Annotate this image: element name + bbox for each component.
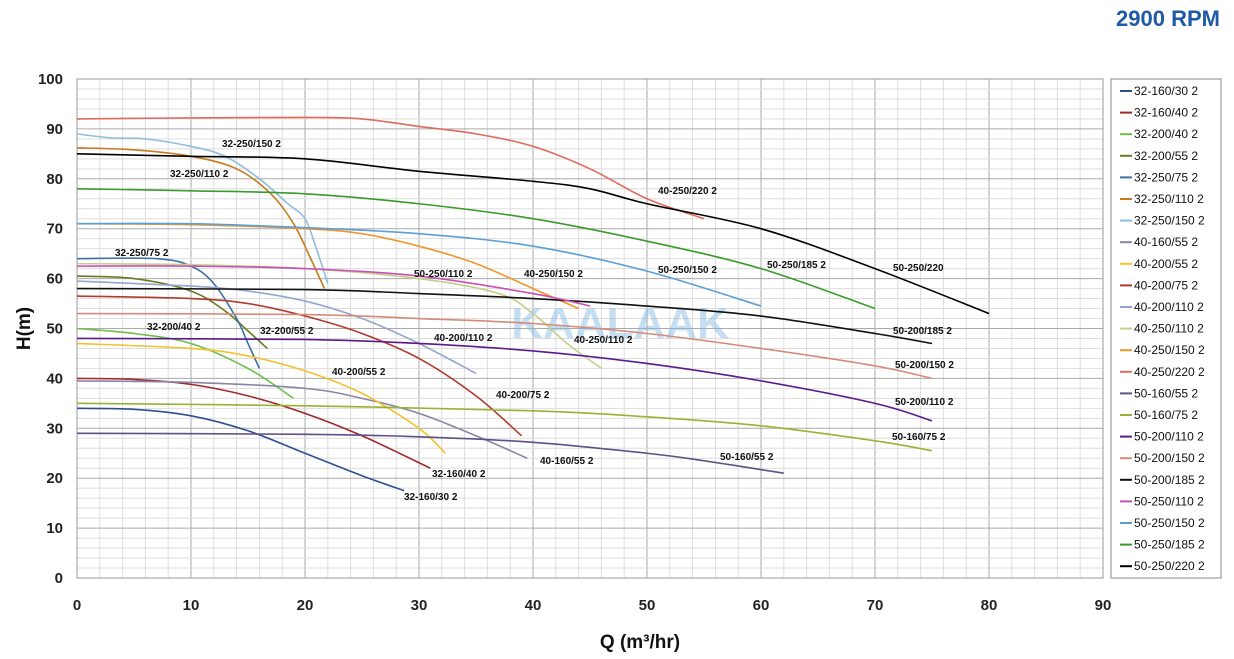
x-tick-label: 0 [73, 597, 81, 614]
curve-label: 50-200/110 2 [895, 397, 954, 408]
curve-label: 40-200/110 2 [434, 333, 493, 344]
curve-label: 40-250/110 2 [574, 335, 633, 346]
legend-entry: 40-200/110 2 [1134, 300, 1204, 314]
series-line-50-160-55-2 [76, 432, 784, 475]
curve-label: 32-250/75 2 [115, 248, 169, 259]
y-tick-label: 20 [46, 470, 63, 487]
curve-label: 50-250/150 2 [658, 265, 717, 276]
curve-label: 32-160/40 2 [432, 469, 486, 480]
x-tick-label: 90 [1095, 597, 1112, 614]
series-line-40-250-110-2 [76, 262, 602, 370]
curve-label: 50-250/220 [893, 263, 944, 274]
y-tick-label: 70 [46, 221, 63, 238]
curve-label: 40-200/55 2 [332, 367, 386, 378]
legend-entry: 40-250/110 2 [1134, 322, 1204, 336]
curve-label: 40-250/150 2 [524, 269, 583, 280]
legend-entry: 40-200/55 2 [1134, 257, 1198, 271]
x-tick-label: 50 [639, 597, 656, 614]
curve-label: 50-160/55 2 [720, 452, 774, 463]
chart-title: 2900 RPM [1116, 6, 1220, 31]
legend-entry: 32-160/40 2 [1134, 106, 1198, 120]
x-tick-label: 30 [411, 597, 428, 614]
curve-label: 32-200/40 2 [147, 322, 201, 333]
series-line-32-160-40-2 [76, 377, 431, 469]
series-line-40-200-75-2 [76, 295, 523, 437]
series-line-50-250-150-2 [76, 222, 762, 307]
series-line-40-200-55-2 [76, 342, 446, 454]
legend-entry: 32-250/75 2 [1134, 170, 1198, 184]
curve-label: 40-200/75 2 [496, 390, 550, 401]
y-tick-label: 10 [46, 520, 63, 537]
y-tick-label: 0 [55, 570, 63, 587]
legend-entry: 50-200/185 2 [1134, 473, 1205, 487]
curve-label: 50-200/150 2 [895, 360, 954, 371]
curve-label: 32-160/30 2 [404, 492, 458, 503]
curve-label: 32-200/55 2 [260, 326, 314, 337]
series-line-32-250-75-2 [76, 257, 261, 369]
series-line-40-160-55-2 [76, 380, 528, 459]
legend-entry: 32-250/110 2 [1134, 192, 1204, 206]
series-line-50-250-185-2 [76, 187, 876, 310]
legend-entry: 50-250/185 2 [1134, 538, 1205, 552]
legend-entry: 50-200/110 2 [1134, 430, 1204, 444]
y-tick-label: 60 [46, 271, 63, 288]
series-line-50-200-110-2 [76, 337, 933, 422]
curve-label: 40-160/55 2 [540, 456, 594, 467]
series-line-32-200-40-2 [76, 327, 295, 400]
y-axis-label: H(m) [14, 307, 35, 350]
curve-label: 32-250/110 2 [170, 169, 229, 180]
curve-label: 50-250/185 2 [767, 260, 826, 271]
series-line-40-250-150-2 [76, 222, 579, 310]
legend-entry: 40-200/75 2 [1134, 278, 1198, 292]
legend-entry: 50-160/55 2 [1134, 386, 1198, 400]
series-line-32-160-30-2 [76, 407, 405, 492]
x-tick-label: 40 [525, 597, 542, 614]
y-tick-label: 30 [46, 420, 63, 437]
series-line-32-250-110-2 [76, 147, 326, 289]
series-line-32-250-150-2 [76, 133, 329, 284]
y-tick-label: 100 [38, 71, 63, 88]
legend-entry: 50-200/150 2 [1134, 451, 1205, 465]
legend-entry: 50-250/110 2 [1134, 494, 1204, 508]
legend-entry: 40-250/220 2 [1134, 365, 1205, 379]
legend-entry: 50-160/75 2 [1134, 408, 1198, 422]
series-line-50-250-110-2 [76, 265, 591, 307]
y-tick-label: 50 [46, 321, 63, 338]
curve-label: 32-250/150 2 [222, 139, 281, 150]
y-tick-label: 80 [46, 171, 63, 188]
curve-label: 40-250/220 2 [658, 186, 717, 197]
curve-label: 50-200/185 2 [893, 326, 952, 337]
series-line-40-250-220-2 [76, 116, 705, 220]
y-tick-label: 40 [46, 370, 63, 387]
legend-entry: 50-250/150 2 [1134, 516, 1205, 530]
series-line-50-200-150-2 [76, 312, 933, 380]
x-tick-label: 70 [867, 597, 884, 614]
curve-label: 50-160/75 2 [892, 432, 946, 443]
legend-entry: 32-200/40 2 [1134, 127, 1198, 141]
x-tick-label: 80 [981, 597, 998, 614]
legend-entry: 32-200/55 2 [1134, 149, 1198, 163]
series-line-50-200-185-2 [76, 287, 933, 345]
x-tick-label: 10 [183, 597, 200, 614]
x-axis-label: Q (m³/hr) [600, 632, 680, 653]
legend-entry: 32-250/150 2 [1134, 214, 1205, 228]
series-line-50-250-220-2 [76, 153, 990, 315]
legend-entry: 40-160/55 2 [1134, 235, 1198, 249]
legend-entry: 40-250/150 2 [1134, 343, 1205, 357]
legend-entry: 32-160/30 2 [1134, 84, 1198, 98]
series-line-50-160-75-2 [76, 402, 933, 452]
series-line-32-200-55-2 [76, 275, 268, 350]
y-tick-label: 90 [46, 121, 63, 138]
x-tick-label: 20 [297, 597, 314, 614]
curve-label: 50-250/110 2 [414, 269, 473, 280]
legend-entry: 50-250/220 2 [1134, 559, 1205, 573]
x-tick-label: 60 [753, 597, 770, 614]
